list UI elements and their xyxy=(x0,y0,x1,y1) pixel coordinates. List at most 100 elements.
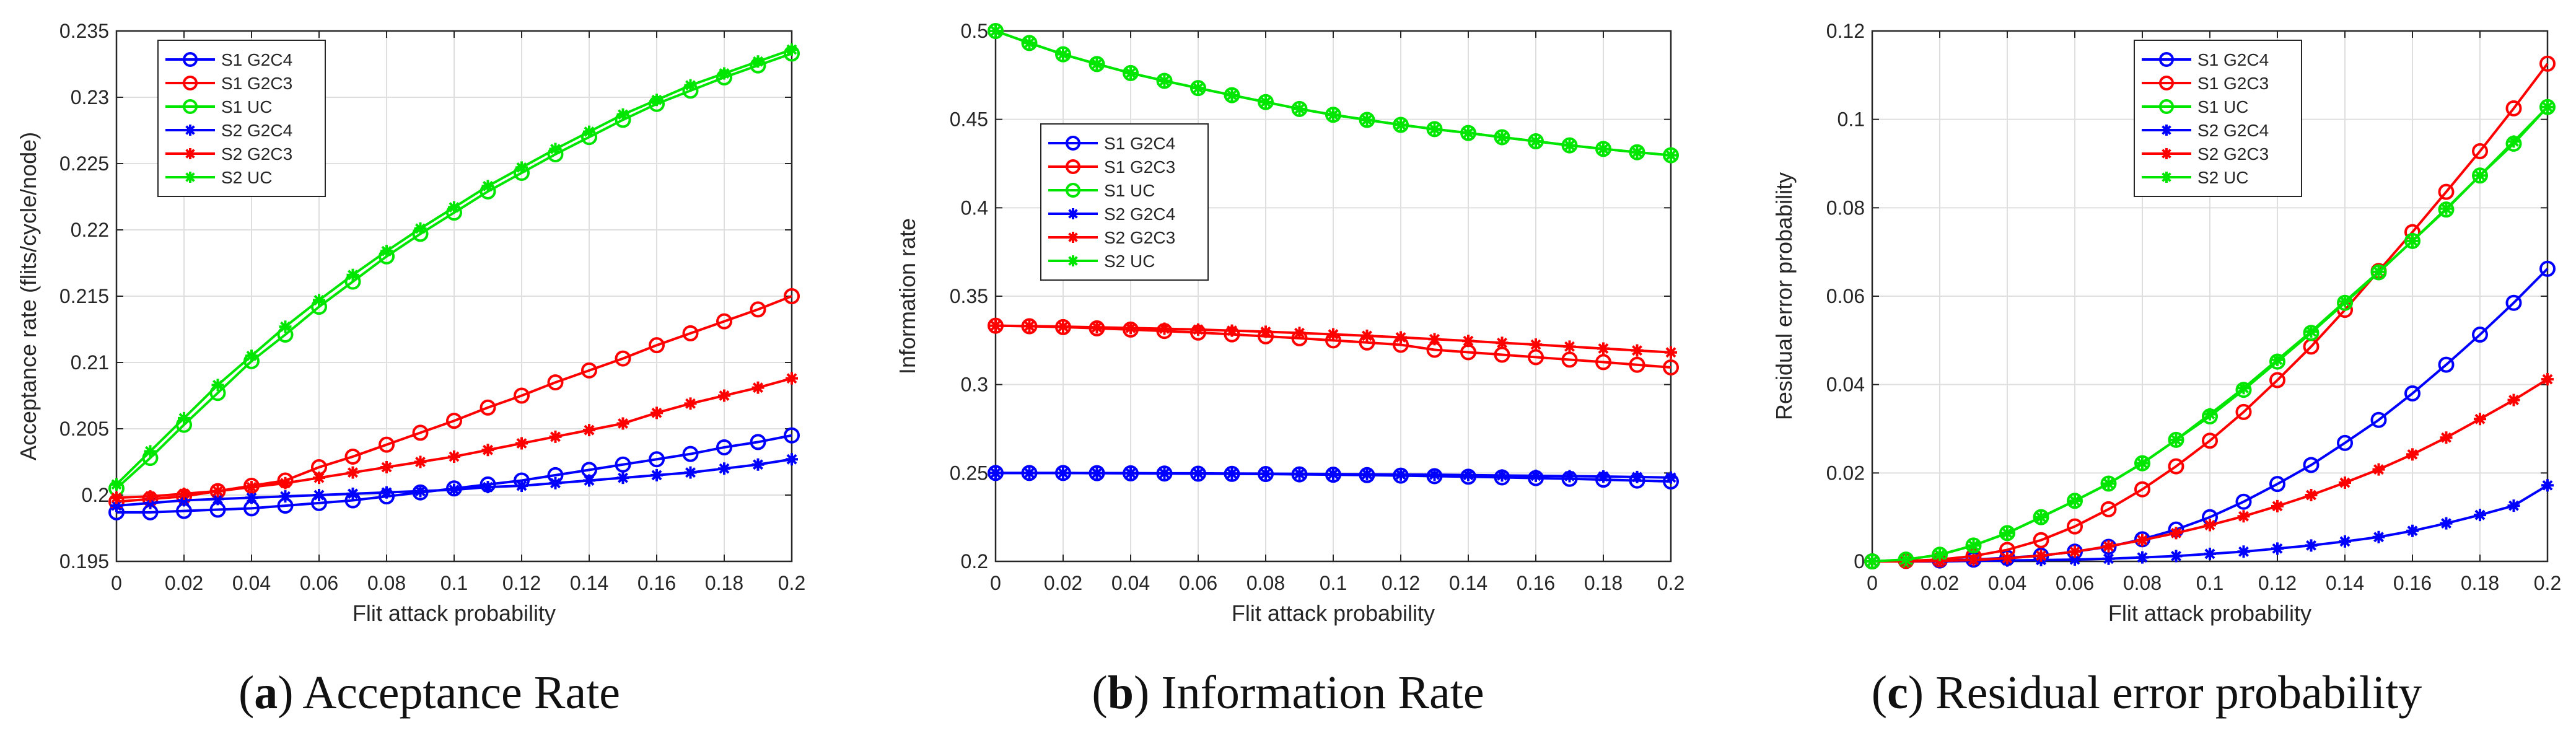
y-tick-label: 0.3 xyxy=(961,374,988,396)
legend-entry: S1 UC xyxy=(165,97,272,116)
data-point xyxy=(2269,372,2285,388)
x-tick-label: 0.14 xyxy=(570,572,608,594)
data-point xyxy=(2339,535,2351,548)
data-point xyxy=(1965,537,1982,554)
x-tick-label: 0.2 xyxy=(1657,572,1684,594)
legend-box xyxy=(1040,123,1209,281)
data-point xyxy=(245,491,258,504)
y-tick-label: 0.25 xyxy=(950,462,988,484)
data-point xyxy=(1225,467,1238,480)
data-point xyxy=(1462,335,1474,348)
data-point xyxy=(2404,385,2420,402)
data-point xyxy=(2136,551,2149,564)
legend-label: S2 UC xyxy=(221,168,272,187)
data-point xyxy=(716,439,732,455)
x-tick-label: 0.12 xyxy=(1382,572,1420,594)
data-point xyxy=(380,461,393,474)
data-point xyxy=(1124,467,1137,480)
data-point xyxy=(684,466,697,479)
data-point xyxy=(2102,540,2115,553)
data-point xyxy=(110,478,123,491)
data-point xyxy=(2406,524,2419,537)
data-point xyxy=(1597,470,1610,483)
data-point xyxy=(414,455,427,468)
data-point xyxy=(2303,457,2320,473)
y-tick-label: 0.2 xyxy=(82,484,109,506)
legend-entry: S2 UC xyxy=(2142,168,2248,187)
data-point xyxy=(1123,64,1139,81)
data-point xyxy=(110,499,123,512)
x-axis-label: Flit attack probability xyxy=(1232,600,1435,626)
x-tick-label: 0.08 xyxy=(2123,572,2162,594)
legend-label: S1 UC xyxy=(1104,181,1155,200)
data-point xyxy=(1597,143,1610,156)
data-point xyxy=(718,462,730,475)
data-point xyxy=(2305,489,2318,501)
data-point xyxy=(2406,234,2419,247)
data-point xyxy=(279,490,292,503)
data-point xyxy=(1293,102,1306,115)
legend-marker xyxy=(1066,159,1080,174)
x-tick-label: 0.16 xyxy=(1517,572,1555,594)
data-point xyxy=(2168,458,2184,475)
x-tick-label: 0 xyxy=(990,572,1001,594)
data-point xyxy=(1224,87,1240,103)
data-point xyxy=(2134,481,2150,498)
data-point xyxy=(2235,403,2252,420)
data-point xyxy=(2370,411,2387,428)
x-tick-label: 0.14 xyxy=(2326,572,2364,594)
data-point xyxy=(718,67,730,80)
x-tick-label: 0.16 xyxy=(637,572,676,594)
legend-entry: S1 UC xyxy=(1048,181,1155,200)
data-point xyxy=(2067,493,2083,509)
data-point xyxy=(1899,553,1912,566)
data-point xyxy=(1496,131,1509,144)
data-point xyxy=(1192,467,1204,480)
legend-marker xyxy=(183,76,198,90)
y-tick-label: 0.235 xyxy=(59,20,109,42)
data-point xyxy=(1563,470,1576,483)
data-point xyxy=(2339,476,2351,489)
caption-b-title: Information Rate xyxy=(1161,667,1484,719)
data-point xyxy=(784,288,800,304)
data-point xyxy=(2337,434,2353,451)
legend-label: S2 UC xyxy=(1104,252,1155,271)
data-point xyxy=(1258,94,1274,110)
data-point xyxy=(649,451,665,468)
data-point xyxy=(2472,327,2488,343)
caption-a-title: Acceptance Rate xyxy=(302,667,621,719)
legend-marker xyxy=(1066,136,1080,151)
data-point xyxy=(178,411,190,424)
data-point xyxy=(547,374,564,391)
legend-label: S1 G2C3 xyxy=(221,74,292,93)
x-tick-label: 0.14 xyxy=(1449,572,1487,594)
legend-label: S1 G2C3 xyxy=(1104,157,1175,177)
data-point xyxy=(2372,265,2385,278)
data-point xyxy=(1192,323,1204,336)
data-point xyxy=(1021,35,1038,51)
data-point xyxy=(1057,467,1069,480)
data-point xyxy=(1663,359,1679,375)
data-point xyxy=(2035,511,2048,524)
series-line xyxy=(1872,63,2549,563)
y-tick-label: 0 xyxy=(1854,550,1865,573)
y-tick-label: 0.2 xyxy=(961,550,988,573)
data-point xyxy=(2406,448,2419,461)
data-point xyxy=(211,485,224,498)
legend-label: S1 G2C3 xyxy=(2197,74,2269,93)
data-point xyxy=(1293,467,1306,480)
data-point xyxy=(2339,295,2351,308)
data-point xyxy=(515,480,528,493)
legend-entry: S1 G2C3 xyxy=(2142,74,2269,93)
data-point xyxy=(313,294,325,307)
x-tick-label: 0.04 xyxy=(1988,572,2026,594)
series-s2-uc xyxy=(1866,100,2554,568)
data-point xyxy=(2001,552,2013,565)
series-s2-uc xyxy=(989,25,1677,162)
y-tick-label: 0.12 xyxy=(1826,20,1865,42)
data-point xyxy=(2102,477,2115,490)
x-tick-label: 0.1 xyxy=(440,572,468,594)
legend-entry: S1 G2C4 xyxy=(1048,134,1175,153)
data-point xyxy=(1057,320,1069,333)
data-point xyxy=(651,406,663,419)
